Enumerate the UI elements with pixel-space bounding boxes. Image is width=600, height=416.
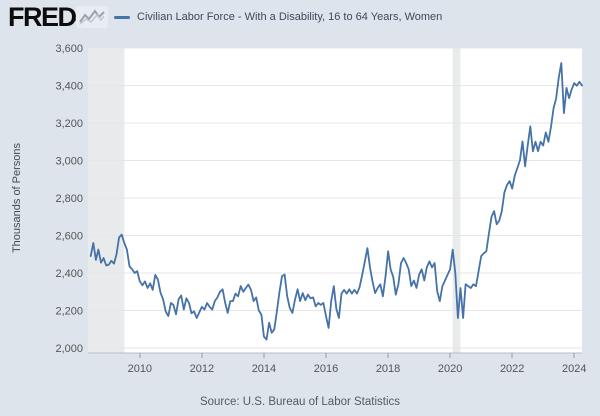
y-tick-label: 3,400 <box>55 81 83 93</box>
y-tick-label: 3,000 <box>55 156 83 168</box>
recession-band <box>88 48 125 353</box>
y-tick-label: 3,200 <box>55 118 83 130</box>
source-attribution: Source: U.S. Bureau of Labor Statistics <box>199 396 401 408</box>
data-series-line[interactable] <box>89 62 583 341</box>
fred-logo-text: FRED <box>8 2 77 32</box>
line-chart-squiggle-icon <box>76 6 108 28</box>
x-tick-label: 2012 <box>190 363 214 375</box>
x-tick-label: 2022 <box>500 363 524 375</box>
y-tick-label: 2,200 <box>55 306 83 318</box>
recession-band <box>452 48 461 353</box>
legend-line-marker <box>114 15 130 19</box>
x-tick-label: 2024 <box>562 363 586 375</box>
y-tick-label: 3,600 <box>55 43 83 55</box>
legend-label: Civilian Labor Force - With a Disability… <box>137 11 443 23</box>
chart-legend[interactable]: Civilian Labor Force - With a Disability… <box>114 11 442 23</box>
x-tick-label: 2016 <box>314 363 338 375</box>
plot-background <box>88 48 582 353</box>
x-tick-label: 2014 <box>252 363 276 375</box>
x-tick-label: 2020 <box>438 363 462 375</box>
y-tick-label: 2,800 <box>55 193 83 205</box>
x-tick-label: 2010 <box>128 363 152 375</box>
y-tick-label: 2,000 <box>55 343 83 355</box>
x-tick-label: 2018 <box>376 363 400 375</box>
y-tick-label: 2,400 <box>55 268 83 280</box>
y-tick-label: 2,600 <box>55 231 83 243</box>
